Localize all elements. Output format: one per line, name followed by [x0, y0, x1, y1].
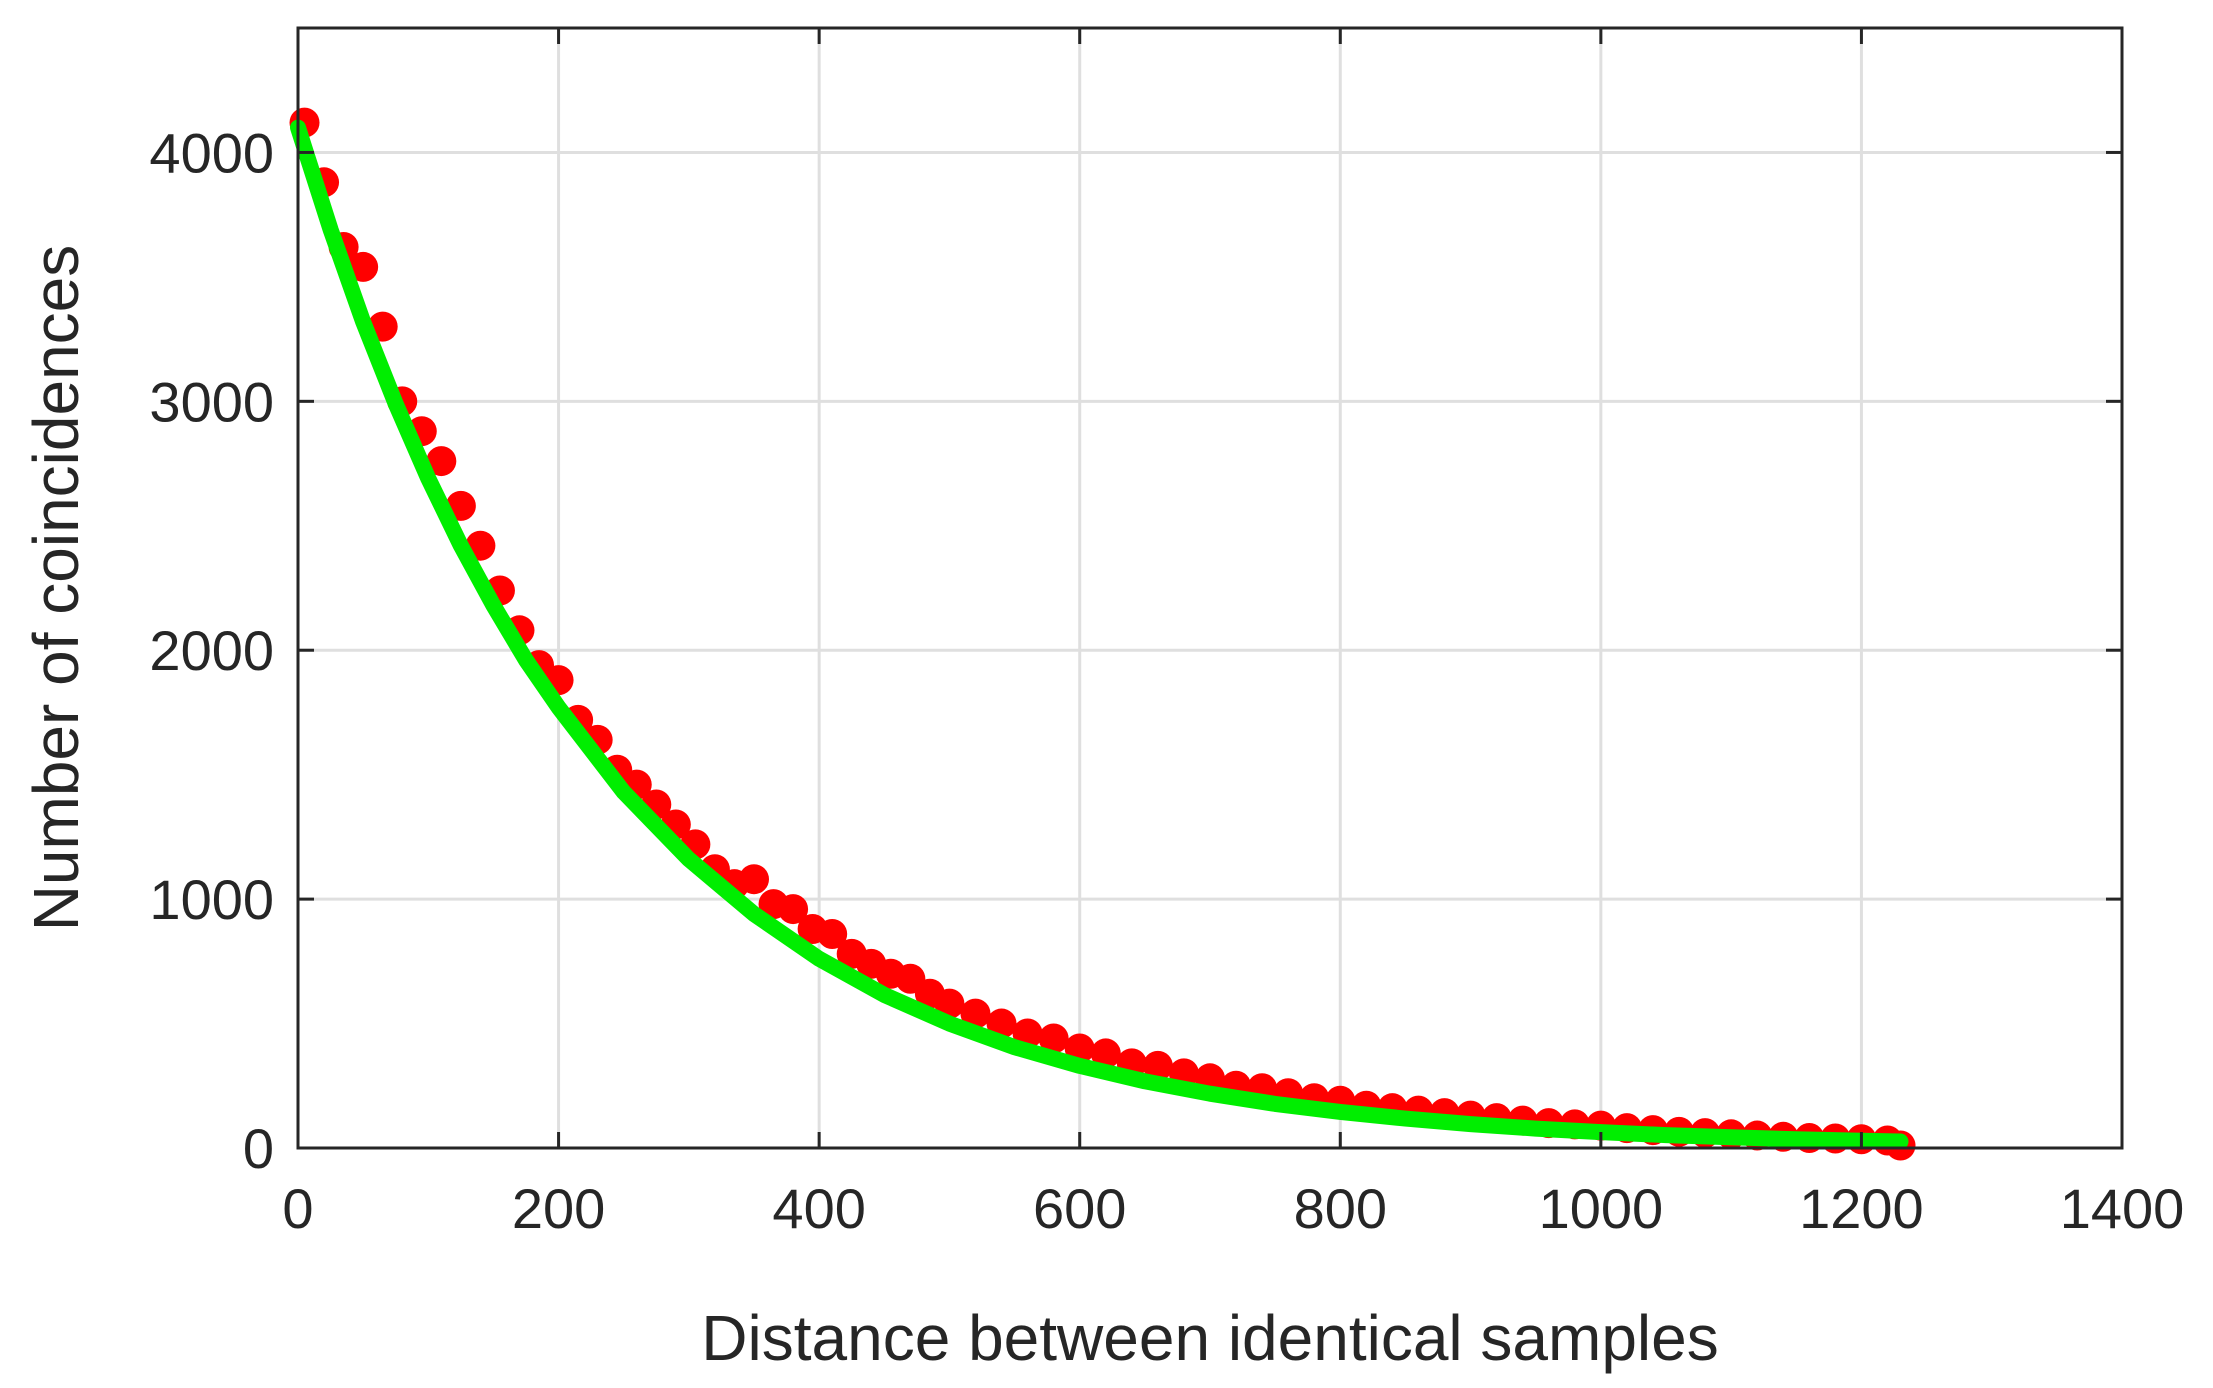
y-tick-label: 0 [243, 1117, 274, 1180]
fit-line [290, 119, 1909, 1150]
data-point [348, 251, 379, 282]
data-point [960, 998, 991, 1029]
axes [296, 26, 2124, 1150]
tick-labels: 0 200 400 600 800 1000 1200 1400 0 1000 2000 3000 40… [149, 121, 2184, 1240]
x-tick-label: 1400 [2060, 1177, 2185, 1240]
x-tick-label: 1000 [1539, 1177, 1664, 1240]
x-axis-label: Distance between identical samples [701, 1302, 1718, 1374]
data-point [817, 918, 848, 949]
data-point [426, 446, 457, 477]
x-tick-label: 600 [1033, 1177, 1126, 1240]
tick-marks [296, 28, 2124, 1150]
data-point [934, 988, 965, 1019]
x-tick-label: 0 [282, 1177, 313, 1240]
fit-line-path [290, 119, 1909, 1150]
data-point [986, 1008, 1017, 1039]
x-tick-label: 400 [772, 1177, 865, 1240]
data-markers [289, 107, 1916, 1161]
x-tick-label: 800 [1294, 1177, 1387, 1240]
data-point [739, 864, 769, 895]
data-point [1038, 1023, 1069, 1054]
y-axis-label: Number of coincidences [20, 245, 92, 932]
grid-lines [298, 28, 2122, 1148]
data-point [778, 894, 809, 925]
data-point [1090, 1038, 1121, 1069]
plot-frame [296, 26, 2124, 1150]
y-tick-label: 4000 [149, 121, 274, 184]
y-tick-label: 3000 [149, 370, 274, 433]
data-point [1142, 1050, 1173, 1081]
x-tick-label: 1200 [1799, 1177, 1924, 1240]
y-tick-label: 1000 [149, 868, 274, 931]
x-tick-label: 200 [512, 1177, 605, 1240]
y-tick-label: 2000 [149, 619, 274, 682]
